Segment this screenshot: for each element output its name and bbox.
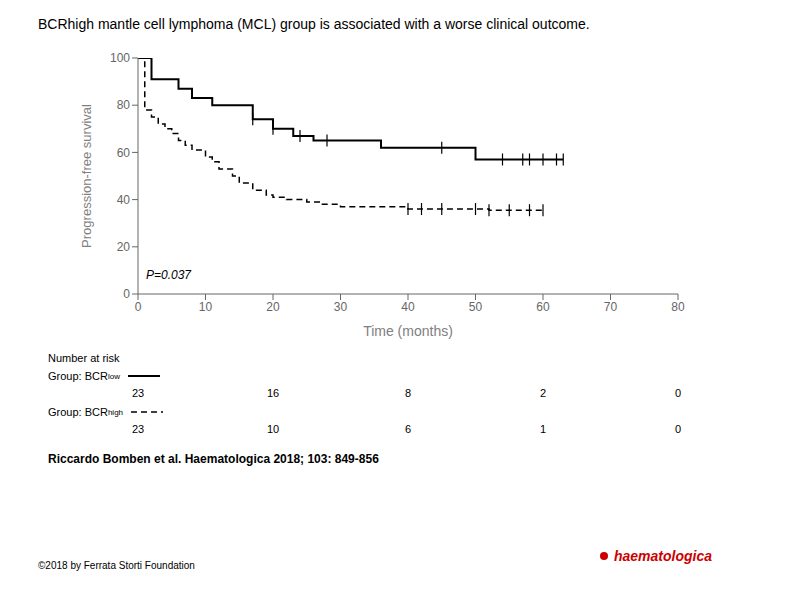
svg-text:20: 20 [117, 240, 131, 254]
svg-text:80: 80 [117, 98, 131, 112]
html-text:0: 0 [674, 387, 682, 399]
html-text:0: 0 [674, 423, 682, 435]
svg-text:Progression-free survival: Progression-free survival [79, 104, 94, 248]
svg-text:30: 30 [334, 300, 348, 314]
html-text:©2018 by Ferrata Storti Founda: ©2018 by Ferrata Storti Foundation [38, 560, 195, 571]
html-text:BCRhigh mantle cell lymphoma (: BCRhigh mantle cell lymphoma (MCL) group… [38, 16, 590, 32]
html-text:Riccardo Bomben et al. Haemato: Riccardo Bomben et al. Haematologica 201… [48, 452, 379, 466]
html-text:1: 1 [539, 423, 547, 435]
svg-text:70: 70 [604, 300, 618, 314]
svg-text:40: 40 [117, 193, 131, 207]
svg-text:0: 0 [123, 287, 130, 301]
html-text:2: 2 [539, 387, 547, 399]
svg-text:40: 40 [401, 300, 415, 314]
html-text:23: 23 [131, 387, 145, 399]
html-text:Group: BCRhigh: Group: BCRhigh [48, 406, 123, 418]
svg-text:50: 50 [469, 300, 483, 314]
svg-text:0: 0 [135, 300, 142, 314]
html-text:P=0.037: P=0.037 [146, 268, 191, 282]
svg-text:80: 80 [671, 300, 685, 314]
html-text:Number at risk: Number at risk [48, 352, 120, 364]
html-text:10: 10 [266, 423, 280, 435]
html-text:16: 16 [266, 387, 280, 399]
html-text:Group: BCRlow: Group: BCRlow [48, 370, 120, 382]
svg-text:60: 60 [117, 146, 131, 160]
svg-text:Time (months): Time (months) [363, 323, 453, 339]
svg-text:20: 20 [266, 300, 280, 314]
svg-text:10: 10 [199, 300, 213, 314]
html-text:6: 6 [404, 423, 412, 435]
html-text:23: 23 [131, 423, 145, 435]
svg-text:100: 100 [110, 51, 130, 65]
html-text:8: 8 [404, 387, 412, 399]
html-text:haematologica: haematologica [614, 548, 712, 564]
svg-text:60: 60 [536, 300, 550, 314]
